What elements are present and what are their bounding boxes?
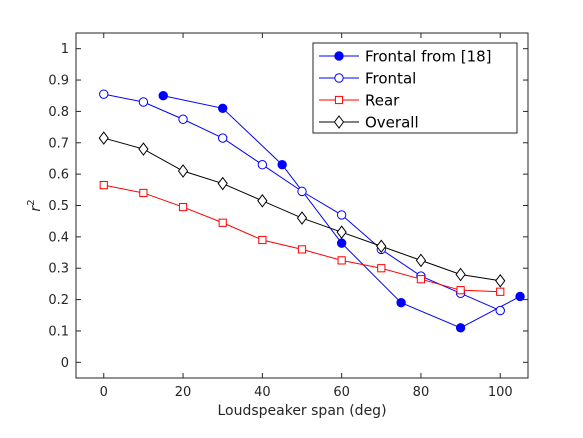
data-point [178, 202, 188, 212]
legend-label: Overall [365, 114, 419, 132]
data-point [218, 133, 228, 143]
data-point [495, 273, 506, 288]
data-point [138, 142, 149, 156]
legend-entry: Frontal [319, 70, 416, 88]
y-tick-label: 0.8 [48, 105, 69, 120]
data-point [277, 160, 287, 170]
data-point [456, 286, 465, 295]
x-axis-label: Loudspeaker span (deg) [217, 403, 386, 419]
data-point [296, 211, 308, 225]
data-point [138, 97, 149, 107]
y-axis-label-superscript: 2 [26, 199, 37, 205]
data-point [515, 291, 525, 302]
y-tick-label: 0.9 [48, 74, 69, 89]
y-axis-label-base: r [28, 205, 44, 212]
legend-entry: Rear [319, 92, 400, 110]
legend-entry: Frontal from [18] [319, 48, 492, 66]
data-point [178, 114, 188, 124]
y-tick-label: 0.7 [48, 136, 69, 151]
y-tick-label: 0.4 [48, 230, 69, 245]
data-point [297, 186, 307, 197]
y-tick-label: 0.2 [48, 293, 69, 308]
x-tick-label: 0 [100, 385, 108, 400]
data-point [336, 210, 347, 220]
legend-marker [333, 115, 345, 129]
data-point [495, 305, 505, 316]
legend-label: Frontal [365, 70, 416, 88]
data-point [139, 188, 148, 198]
data-point [377, 264, 386, 273]
data-point [376, 239, 387, 254]
y-tick-label: 0.6 [48, 168, 69, 183]
data-point [257, 193, 268, 208]
x-tick-label: 100 [488, 385, 513, 400]
series-4 [98, 131, 506, 288]
data-point [98, 131, 109, 145]
data-point [337, 256, 346, 265]
data-point [297, 245, 307, 254]
y-tick-label: 1 [61, 42, 69, 57]
legend-box [312, 42, 518, 134]
legend-marker [334, 73, 344, 83]
x-tick-label: 60 [333, 385, 350, 400]
data-point [217, 176, 228, 191]
data-point [158, 91, 168, 101]
x-tick-label: 20 [175, 385, 192, 400]
data-point [257, 160, 268, 170]
legend-label: Frontal from [18] [365, 48, 492, 66]
legend-label: Rear [365, 92, 400, 110]
legend-marker [334, 51, 344, 61]
y-axis-label: r2 [26, 199, 44, 211]
series-layer [98, 89, 525, 333]
legend: Frontal from [18] Frontal Rear Overall [312, 42, 518, 134]
data-point [415, 253, 427, 268]
data-point [99, 89, 109, 99]
x-tick-label: 80 [413, 385, 430, 400]
y-tick-label: 0.5 [48, 199, 69, 214]
data-point [177, 164, 189, 178]
x-tick-label: 40 [254, 385, 271, 400]
y-tick-label: 0.3 [48, 262, 69, 277]
data-point [99, 181, 108, 190]
series-1 [158, 91, 525, 333]
legend-entry: Overall [319, 114, 419, 132]
data-point [455, 267, 466, 282]
data-point [396, 298, 406, 308]
data-point [336, 225, 347, 239]
data-point [218, 103, 228, 113]
data-point [455, 323, 466, 333]
data-point [496, 287, 505, 296]
data-point [336, 238, 347, 248]
y-tick-label: 0 [61, 356, 69, 371]
data-point [416, 275, 426, 284]
data-point [258, 235, 267, 245]
data-point [218, 218, 227, 227]
series-2 [99, 89, 505, 316]
y-tick-label: 0.1 [48, 324, 69, 339]
legend-marker [334, 95, 344, 105]
series-3 [99, 181, 505, 296]
